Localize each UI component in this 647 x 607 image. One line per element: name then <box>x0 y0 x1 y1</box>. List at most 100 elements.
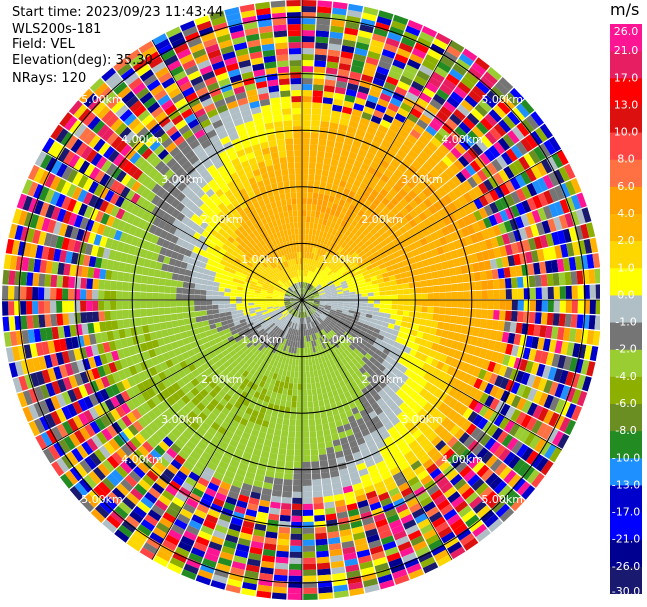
ray-gate <box>359 117 371 127</box>
ray-gate <box>105 386 115 399</box>
ray-gate <box>432 211 442 222</box>
ray-gate <box>147 487 161 500</box>
ray-gate <box>355 154 365 163</box>
ray-gate <box>487 300 494 310</box>
ray-gate <box>318 454 328 462</box>
ray-gate <box>103 441 116 455</box>
ray-gate <box>460 167 472 180</box>
ray-gate <box>243 339 251 346</box>
ray-gate <box>345 564 360 573</box>
ray-gate <box>290 297 297 300</box>
ray-gate <box>497 137 511 152</box>
ray-gate <box>449 163 460 175</box>
ray-gate <box>497 268 505 279</box>
ray-gate <box>309 150 318 157</box>
ray-gate <box>365 458 376 468</box>
ray-gate <box>340 268 348 274</box>
ray-gate <box>436 344 445 354</box>
ray-gate <box>311 306 318 311</box>
ray-gate <box>559 369 569 385</box>
ray-gate <box>171 320 179 328</box>
ray-gate <box>452 401 464 413</box>
ray-gate <box>478 182 489 195</box>
ray-gate <box>130 236 140 247</box>
ray-gate <box>240 321 248 327</box>
ray-gate <box>302 461 311 468</box>
ray-gate <box>219 259 227 266</box>
ray-gate <box>227 464 238 474</box>
ray-gate <box>527 323 535 336</box>
ray-gate <box>66 403 78 418</box>
ray-gate <box>443 384 453 395</box>
ray-gate <box>258 380 266 388</box>
ray-gate <box>226 346 235 353</box>
ray-gate <box>153 417 164 429</box>
ray-gate <box>339 278 346 283</box>
ray-gate <box>350 145 360 155</box>
ray-gate <box>588 315 596 330</box>
ray-gate <box>552 313 560 326</box>
ray-gate <box>302 521 314 528</box>
ray-gate <box>367 146 378 156</box>
ray-gate <box>377 202 386 211</box>
ray-gate <box>270 331 276 338</box>
ray-gate <box>346 255 354 263</box>
ray-gate <box>539 261 547 274</box>
ray-gate <box>314 174 322 182</box>
ray-gate <box>369 202 378 212</box>
ray-gate <box>39 399 50 415</box>
ray-gate <box>127 424 139 436</box>
ray-gate <box>338 393 346 401</box>
ray-gate <box>428 384 438 395</box>
ray-gate <box>395 315 403 321</box>
ray-gate <box>292 341 296 348</box>
ray-gate <box>307 401 314 408</box>
ray-gate <box>316 310 322 316</box>
ray-gate <box>338 353 345 361</box>
ray-gate <box>553 300 560 313</box>
ray-gate <box>494 387 505 400</box>
ray-gate <box>261 323 269 329</box>
ray-gate <box>517 462 531 477</box>
ray-gate <box>390 314 397 320</box>
ray-gate <box>155 522 170 534</box>
ray-gate <box>148 366 158 377</box>
ray-gate <box>197 267 205 274</box>
ray-gate <box>413 195 423 206</box>
ray-gate <box>109 396 121 408</box>
ray-gate <box>102 459 115 473</box>
ray-gate <box>471 478 485 492</box>
ray-gate <box>166 463 179 475</box>
ray-gate <box>293 473 302 480</box>
ray-gate <box>177 369 187 379</box>
ray-gate <box>308 168 316 175</box>
ray-gate <box>41 341 50 355</box>
ray-gate <box>400 144 411 154</box>
ray-gate <box>296 305 300 311</box>
ray-gate <box>173 326 181 335</box>
ray-gate <box>289 334 293 341</box>
ray-gate <box>431 179 442 190</box>
ray-gate <box>445 420 456 432</box>
ray-gate <box>346 82 359 92</box>
ray-gate <box>233 414 243 423</box>
ray-gate <box>249 283 257 288</box>
ray-gate <box>104 237 114 249</box>
ray-gate <box>352 482 364 492</box>
ray-gate <box>230 376 238 384</box>
ray-gate <box>322 97 334 105</box>
ray-gate <box>303 539 315 546</box>
ray-gate <box>218 364 227 373</box>
ray-gate <box>185 440 197 451</box>
ray-gate <box>503 220 513 233</box>
ray-gate <box>263 543 277 551</box>
ray-gate <box>314 320 319 326</box>
ray-gate <box>314 514 326 522</box>
ray-gate <box>479 318 487 329</box>
ray-gate <box>418 423 430 434</box>
ray-gate <box>114 505 129 520</box>
ray-gate <box>166 562 183 575</box>
ray-gate <box>347 232 355 240</box>
ray-gate <box>122 272 131 282</box>
ray-gate <box>50 301 57 314</box>
